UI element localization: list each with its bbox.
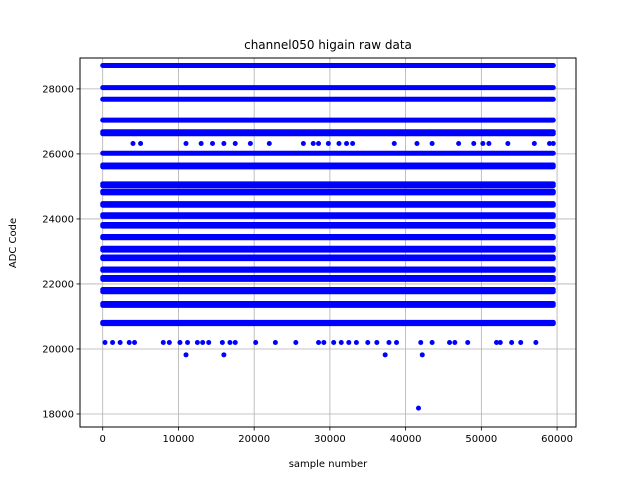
data-point [102, 339, 108, 345]
data-point [227, 339, 233, 345]
data-point [194, 339, 200, 345]
data-point [221, 141, 227, 147]
data-point [550, 141, 556, 147]
data-point [418, 339, 424, 345]
data-point [486, 141, 492, 147]
data-point [452, 339, 458, 345]
data-point [531, 141, 537, 147]
data-point [183, 141, 189, 147]
data-point [456, 141, 462, 147]
data-point [253, 339, 259, 345]
y-tick-label: 28000 [42, 84, 74, 95]
data-point [497, 339, 503, 345]
y-tick-label: 20000 [42, 344, 74, 355]
y-tick-label: 26000 [42, 149, 74, 160]
data-point [338, 339, 344, 345]
data-point [117, 339, 123, 345]
data-point [232, 339, 238, 345]
data-point [110, 339, 116, 345]
x-tick-label: 10000 [163, 434, 195, 445]
chart-title: channel050 higain raw data [244, 38, 412, 52]
data-point [138, 141, 144, 147]
y-tick-label: 22000 [42, 279, 74, 290]
data-point [160, 339, 166, 345]
data-point [391, 141, 397, 147]
data-point [415, 405, 421, 411]
x-tick-label: 60000 [541, 434, 573, 445]
x-axis-label: sample number [289, 459, 368, 470]
data-point [344, 141, 350, 147]
data-point [293, 339, 299, 345]
data-point [166, 339, 172, 345]
x-tick-label: 40000 [390, 434, 422, 445]
data-point [247, 141, 253, 147]
data-point [429, 141, 435, 147]
data-point [126, 339, 132, 345]
data-point [300, 141, 306, 147]
data-point [365, 339, 371, 345]
data-point [198, 141, 204, 147]
data-point [480, 141, 486, 147]
data-point [382, 352, 388, 358]
data-point [509, 339, 515, 345]
y-tick-label: 18000 [42, 409, 74, 420]
data-point [210, 141, 216, 147]
data-point [200, 339, 206, 345]
x-tick-label: 0 [100, 434, 106, 445]
data-point [316, 141, 322, 147]
x-axis-ticks: 0 10000 20000 30000 40000 50000 60000 [100, 427, 573, 445]
data-point [177, 339, 183, 345]
plot-area [80, 58, 576, 427]
y-axis-ticks: 18000 20000 22000 24000 26000 28000 [42, 84, 80, 420]
data-point [266, 141, 272, 147]
data-point [374, 339, 380, 345]
data-points [100, 62, 556, 411]
plot-frame [79, 57, 577, 428]
data-point [394, 339, 400, 345]
data-point [185, 339, 191, 345]
data-point [346, 339, 352, 345]
data-point [206, 339, 212, 345]
data-point [219, 339, 225, 345]
data-point [419, 352, 425, 358]
data-point [414, 141, 420, 147]
data-point [132, 339, 138, 345]
data-point [386, 339, 392, 345]
data-point [353, 339, 359, 345]
data-point [130, 141, 136, 147]
data-point [272, 339, 278, 345]
data-point [447, 339, 453, 345]
data-point [336, 141, 342, 147]
data-point [505, 141, 511, 147]
data-point [350, 141, 356, 147]
data-point [533, 339, 539, 345]
data-point [325, 141, 331, 147]
data-point [310, 141, 316, 147]
data-point [221, 352, 227, 358]
data-point [321, 339, 327, 345]
data-point [331, 339, 337, 345]
data-point [518, 339, 524, 345]
y-axis-label: ADC Code [8, 218, 19, 268]
x-tick-label: 20000 [238, 434, 270, 445]
data-point [316, 339, 322, 345]
data-point [232, 141, 238, 147]
x-tick-label: 50000 [465, 434, 497, 445]
y-tick-label: 24000 [42, 214, 74, 225]
data-point [183, 352, 189, 358]
data-point [493, 339, 499, 345]
data-point [465, 339, 471, 345]
x-tick-label: 30000 [314, 434, 346, 445]
data-point [546, 141, 552, 147]
data-point [429, 339, 435, 345]
data-point [471, 141, 477, 147]
